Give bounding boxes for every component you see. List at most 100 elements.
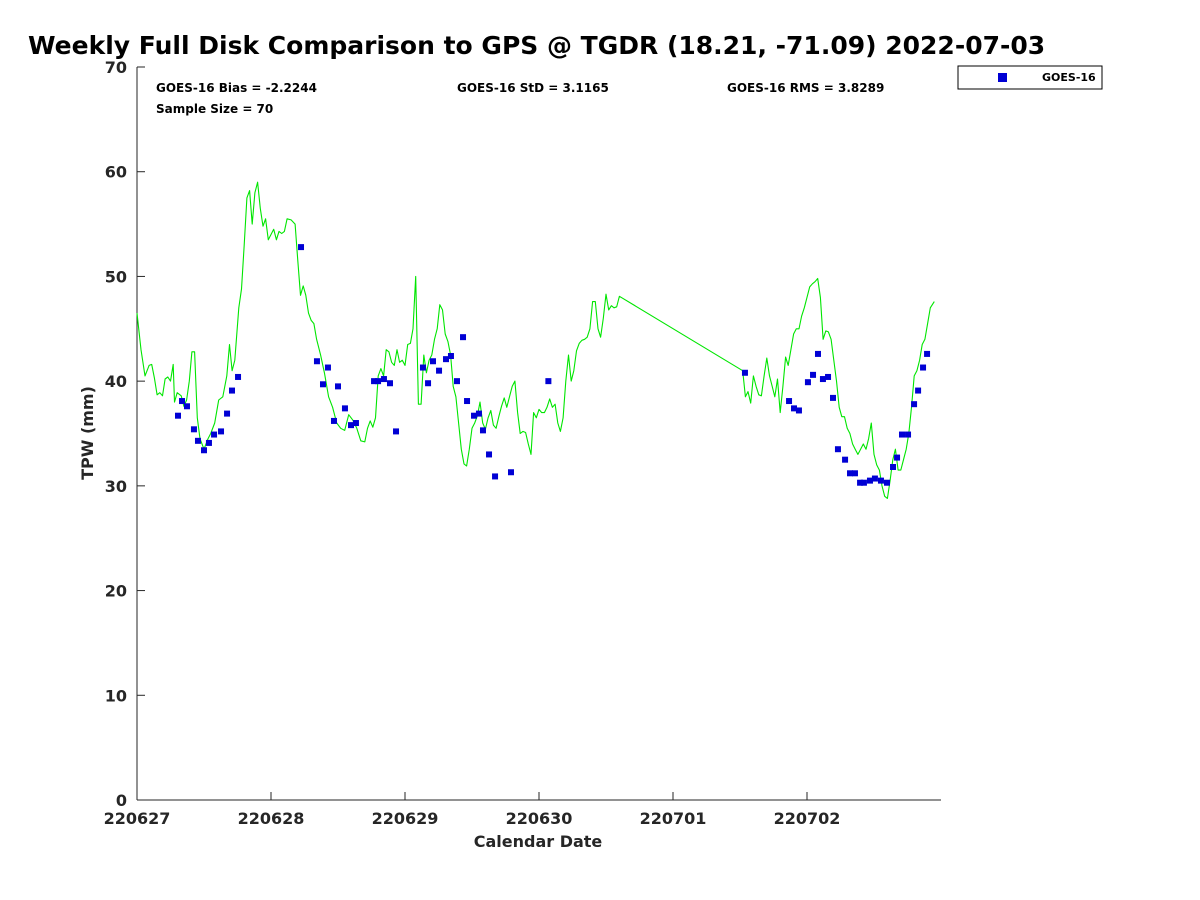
bias-stat: GOES-16 Bias = -2.2244: [156, 81, 317, 95]
goes16-point: [319, 381, 326, 388]
goes16-point: [810, 371, 817, 378]
goes16-point: [471, 412, 478, 419]
goes16-point: [371, 378, 378, 385]
goes16-point: [229, 387, 236, 394]
goes16-point: [842, 456, 849, 463]
goes16-point: [866, 477, 873, 484]
goes16-point: [211, 431, 218, 438]
goes16-point: [883, 479, 890, 486]
goes16-point: [218, 428, 225, 435]
y-tick-label: 70: [105, 58, 127, 77]
goes16-point: [829, 394, 836, 401]
goes16-point: [425, 380, 432, 387]
goes16-point: [430, 358, 437, 365]
sample-size-stat: Sample Size = 70: [156, 102, 273, 116]
legend: GOES-16: [957, 65, 1103, 90]
std-stat: GOES-16 StD = 3.1165: [457, 81, 609, 95]
y-axis-label: TPW (mm): [78, 386, 97, 480]
goes16-point: [819, 376, 826, 383]
goes16-point: [786, 398, 793, 405]
goes16-point: [224, 410, 231, 417]
goes16-point: [545, 378, 552, 385]
goes16-point: [443, 356, 450, 363]
x-tick-label: 220702: [774, 809, 841, 828]
x-axis-label: Calendar Date: [474, 832, 603, 851]
goes16-point: [791, 405, 798, 412]
y-tick-label: 20: [105, 582, 127, 601]
goes16-point: [851, 470, 858, 477]
goes16-point: [341, 405, 348, 412]
goes16-point: [804, 379, 811, 386]
goes16-point: [313, 358, 320, 365]
gps-line-path: [136, 181, 935, 499]
goes16-point: [894, 454, 901, 461]
y-tick-label: 50: [105, 267, 127, 286]
goes16-point: [347, 422, 354, 429]
goes16-point: [847, 470, 854, 477]
goes16-point: [330, 417, 337, 424]
goes16-point: [201, 447, 207, 454]
goes16-point: [380, 376, 387, 383]
goes16-point: [814, 350, 821, 357]
goes16-point: [890, 464, 897, 471]
goes16-point: [741, 369, 748, 376]
goes16-point: [857, 479, 864, 486]
x-tick-label: 220701: [640, 809, 707, 828]
x-tick-label: 220628: [238, 809, 305, 828]
goes16-point: [871, 475, 878, 482]
goes16-point: [175, 412, 182, 419]
goes16-point: [905, 431, 912, 438]
chart-title: Weekly Full Disk Comparison to GPS @ TGD…: [28, 31, 1045, 60]
goes16-point: [453, 378, 460, 385]
goes16-point: [920, 364, 927, 371]
goes16-point: [924, 350, 931, 357]
x-tick-label: 220630: [506, 809, 573, 828]
goes16-series-points: [175, 244, 931, 486]
legend-entry-goes16: GOES-16: [1042, 71, 1096, 84]
goes16-point: [899, 431, 906, 438]
goes16-point: [507, 469, 514, 476]
goes16-point: [194, 437, 201, 444]
goes16-point: [460, 334, 467, 341]
legend-box: [957, 65, 1103, 90]
goes16-point: [235, 373, 242, 380]
gps-series-line: [136, 181, 935, 499]
goes16-point: [834, 446, 841, 453]
goes16-point: [436, 367, 443, 374]
goes16-point: [475, 410, 482, 417]
goes16-point: [386, 380, 393, 387]
y-tick-label: 40: [105, 372, 127, 391]
x-tick-label: 220629: [372, 809, 439, 828]
goes16-point: [205, 439, 212, 446]
rms-stat: GOES-16 RMS = 3.8289: [727, 81, 884, 95]
goes16-point: [492, 473, 499, 480]
goes16-point: [190, 426, 197, 433]
x-tick-label: 220627: [104, 809, 171, 828]
goes16-point: [825, 373, 832, 380]
goes16-point: [352, 420, 359, 427]
goes16-point: [393, 428, 400, 435]
goes16-point: [298, 244, 305, 251]
goes16-point: [324, 364, 331, 371]
y-tick-label: 30: [105, 477, 127, 496]
goes16-point: [486, 451, 493, 458]
goes16-point: [179, 398, 186, 405]
goes16-point: [419, 364, 426, 371]
axes: 0 10 20 30 40 50 60 70 220627 220628 220629 220630 2…: [104, 58, 941, 828]
goes16-point: [447, 353, 454, 360]
goes16-point: [860, 479, 867, 486]
goes16-point: [479, 427, 486, 434]
goes16-point: [464, 398, 471, 405]
goes16-point: [795, 407, 802, 414]
y-tick-label: 10: [105, 686, 127, 705]
goes16-point: [877, 477, 884, 484]
legend-marker: [998, 73, 1007, 82]
goes16-point: [911, 401, 918, 408]
goes16-point: [915, 387, 922, 394]
y-tick-label: 0: [116, 791, 127, 810]
goes16-point: [335, 383, 341, 390]
goes16-point: [375, 378, 382, 385]
goes16-point: [183, 403, 190, 410]
y-tick-label: 60: [105, 163, 127, 182]
